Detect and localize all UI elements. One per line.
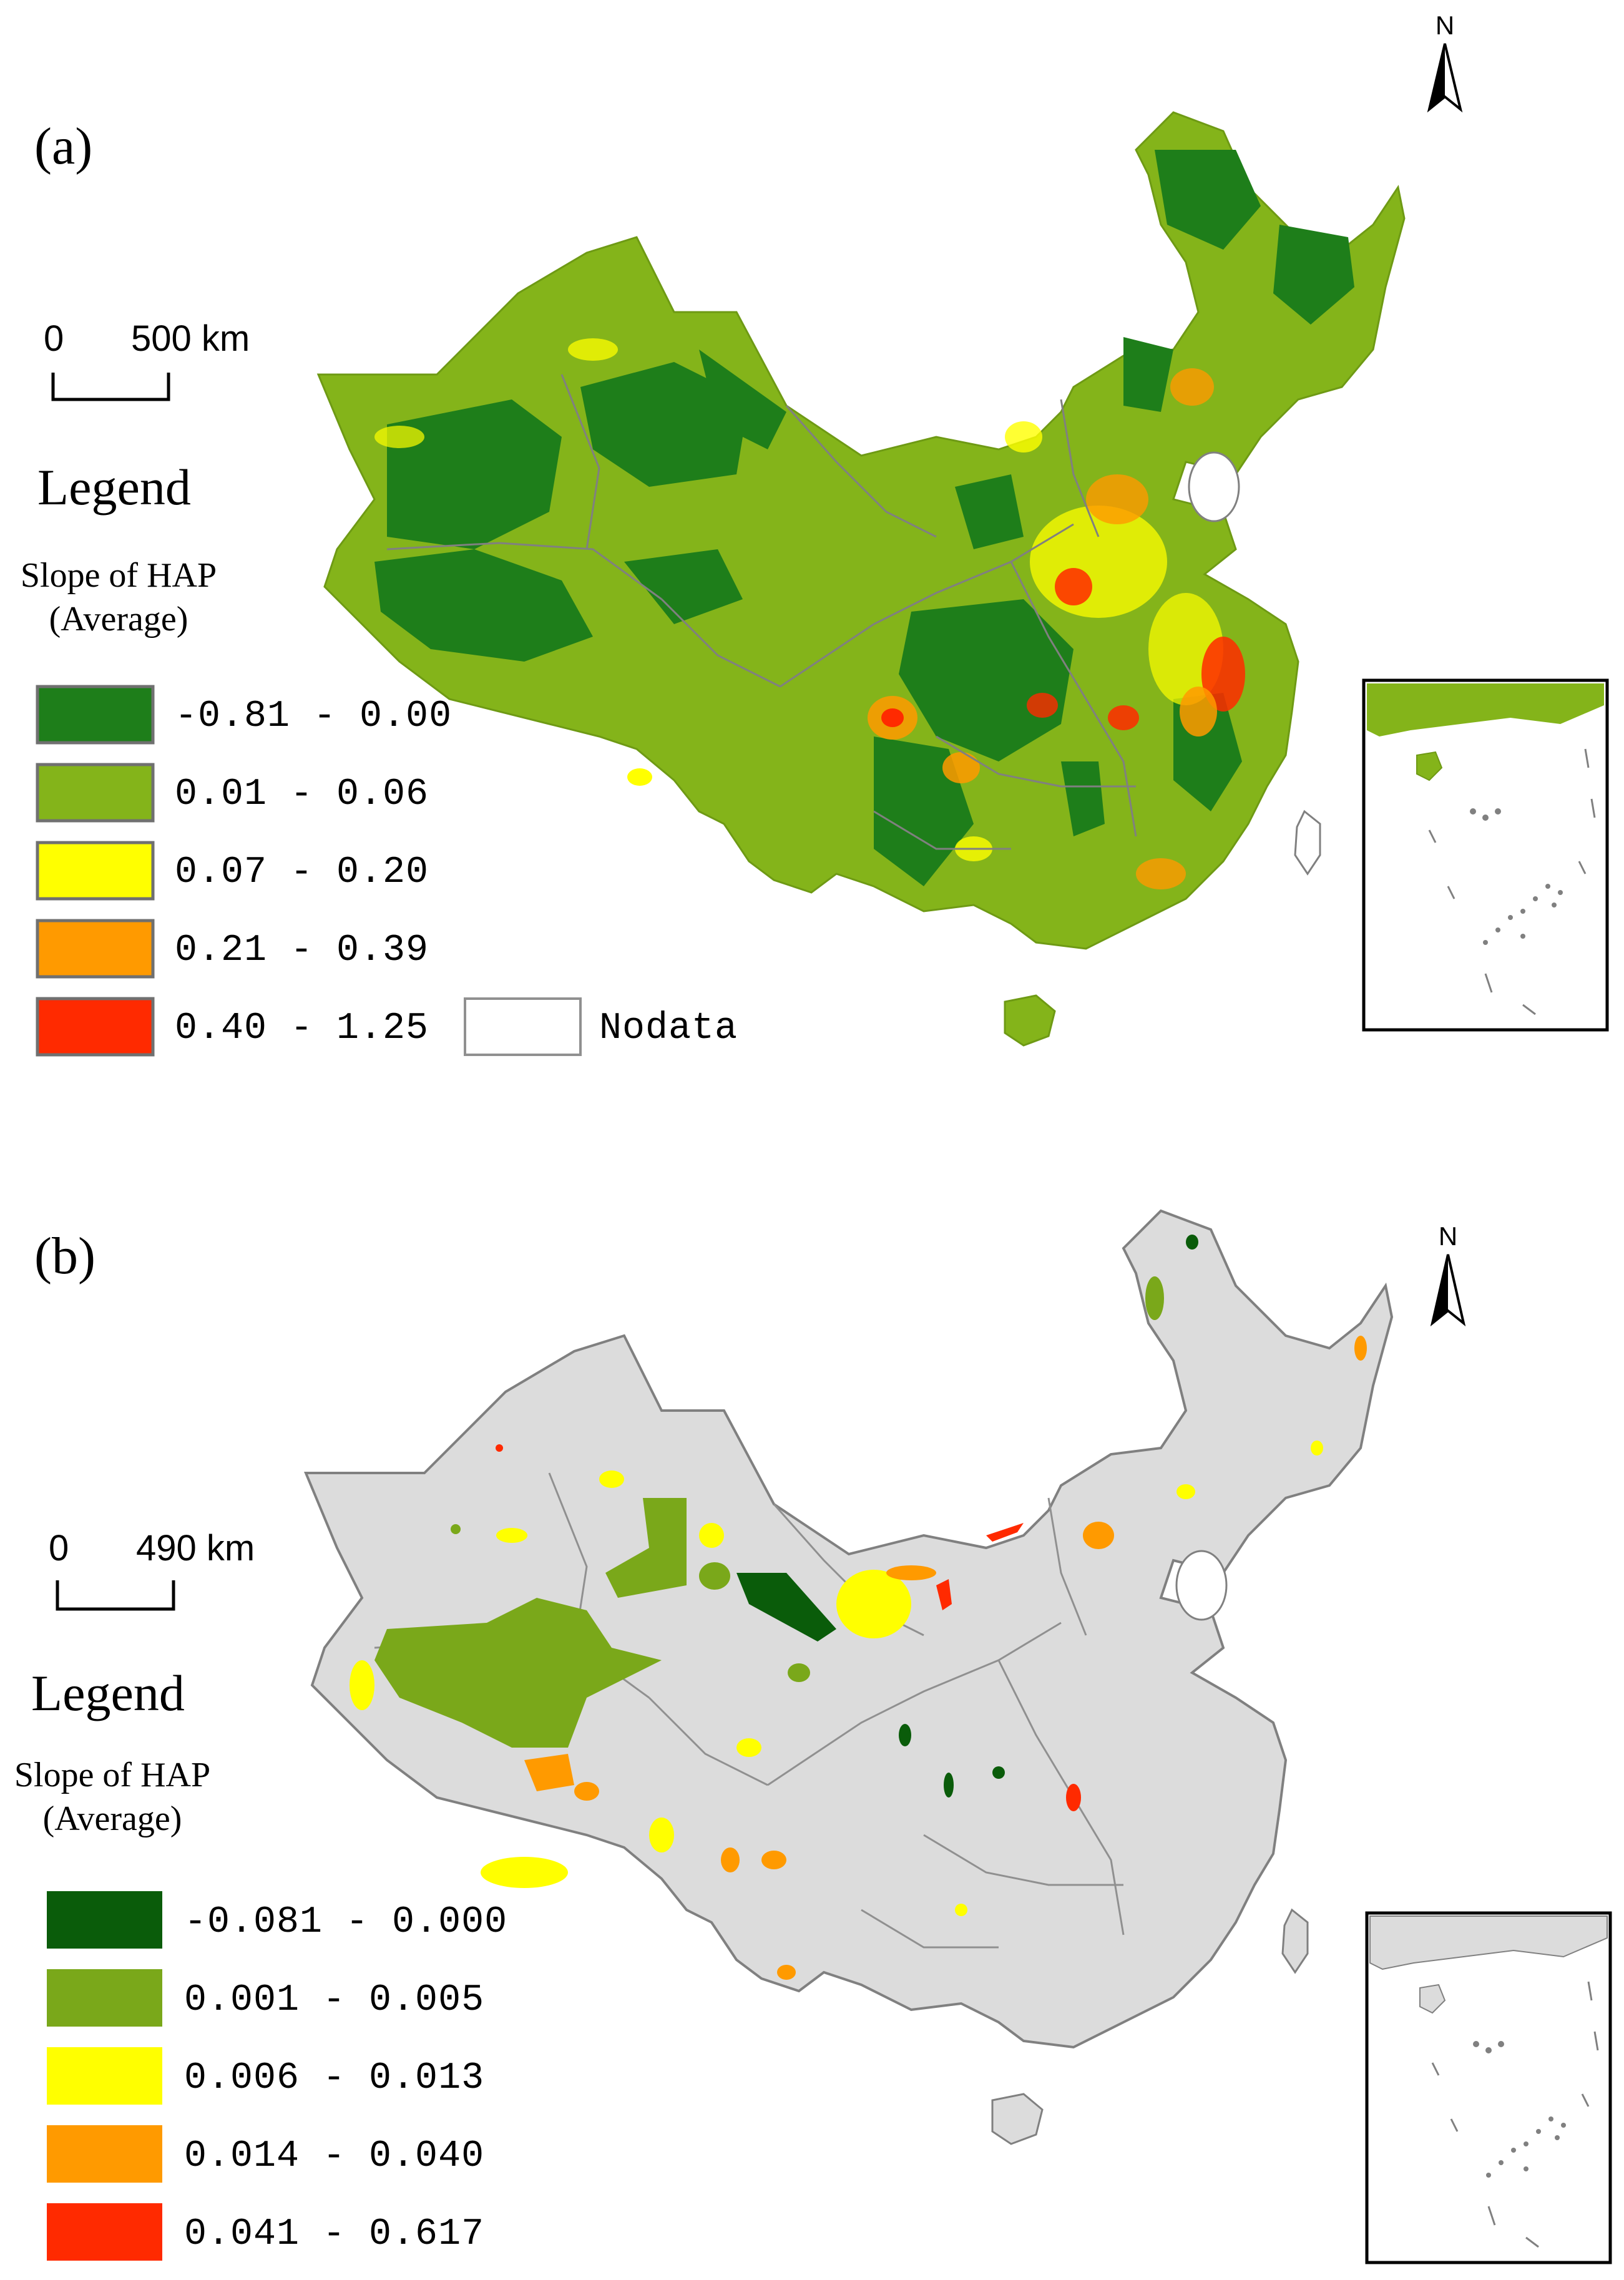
legend-label-class-1: -0.81 - 0.00 <box>175 695 452 738</box>
south-china-sea-inset-a <box>1362 678 1609 1032</box>
legend-b: Legend Slope of HAP (Average) -0.081 - 0… <box>14 1665 507 2261</box>
panel-a-label: (a) <box>34 117 92 175</box>
legend-swatch-class-3 <box>47 2047 162 2105</box>
legend-swatch-class-1 <box>47 1891 162 1949</box>
china-map-a <box>317 111 1406 1047</box>
legend-label-class-2: 0.001 - 0.005 <box>184 1979 484 2022</box>
legend-label-nodata: Nodata <box>599 1007 738 1050</box>
legend-label-class-5: 0.041 - 0.617 <box>184 2213 484 2256</box>
south-china-sea-inset-b <box>1365 1911 1612 2264</box>
legend-swatch-class-5 <box>47 2203 162 2261</box>
dark-green-regions <box>374 150 1354 886</box>
legend-a: Legend Slope of HAP (Average) -0.81 - 0.… <box>21 459 738 1057</box>
legend-swatch-class-5 <box>36 997 155 1057</box>
panel-b: (b) N 0 490 km <box>14 1210 1612 2264</box>
panel-a: (a) N 0 500 km <box>21 11 1609 1057</box>
panel-b-label: (b) <box>34 1227 95 1285</box>
china-map-b <box>305 1210 1393 2145</box>
legend-title: Legend <box>37 459 191 516</box>
scale-zero: 0 <box>49 1528 69 1568</box>
legend-label-class-4: 0.014 - 0.040 <box>184 2135 484 2178</box>
legend-swatch-class-3 <box>36 841 155 901</box>
legend-swatch-class-4 <box>36 919 155 979</box>
north-arrow-icon: N <box>1427 11 1463 113</box>
legend-subtitle-line1: Slope of HAP <box>21 556 217 595</box>
scale-bar: 0 490 km <box>49 1528 255 1611</box>
hotspot-speckles <box>374 338 1245 889</box>
legend-swatch-class-2 <box>36 763 155 823</box>
legend-label-class-1: -0.081 - 0.000 <box>184 1901 507 1944</box>
svg-text:N: N <box>1439 1221 1457 1251</box>
legend-swatch-class-4 <box>47 2125 162 2183</box>
legend-swatch-class-1 <box>36 685 155 745</box>
north-arrow-icon: N <box>1430 1221 1466 1327</box>
legend-label-class-2: 0.01 - 0.06 <box>175 773 429 816</box>
scale-bar: 0 500 km <box>44 318 250 401</box>
svg-text:N: N <box>1436 11 1454 40</box>
legend-label-class-5: 0.40 - 1.25 <box>175 1007 429 1050</box>
legend-label-class-3: 0.07 - 0.20 <box>175 851 429 894</box>
scale-distance: 490 km <box>136 1528 255 1568</box>
province-boundaries <box>386 374 1137 850</box>
legend-subtitle-line2: (Average) <box>49 600 188 638</box>
legend-swatch-nodata <box>464 997 582 1056</box>
scale-zero: 0 <box>44 318 64 359</box>
legend-label-class-3: 0.006 - 0.013 <box>184 2057 484 2100</box>
legend-title: Legend <box>31 1665 185 1721</box>
scale-distance: 500 km <box>131 318 250 359</box>
legend-label-class-4: 0.21 - 0.39 <box>175 929 429 972</box>
class-patches <box>350 1235 1367 1980</box>
legend-subtitle-line2: (Average) <box>43 1799 182 1838</box>
legend-swatch-class-2 <box>47 1969 162 2027</box>
legend-subtitle-line1: Slope of HAP <box>14 1756 210 1794</box>
